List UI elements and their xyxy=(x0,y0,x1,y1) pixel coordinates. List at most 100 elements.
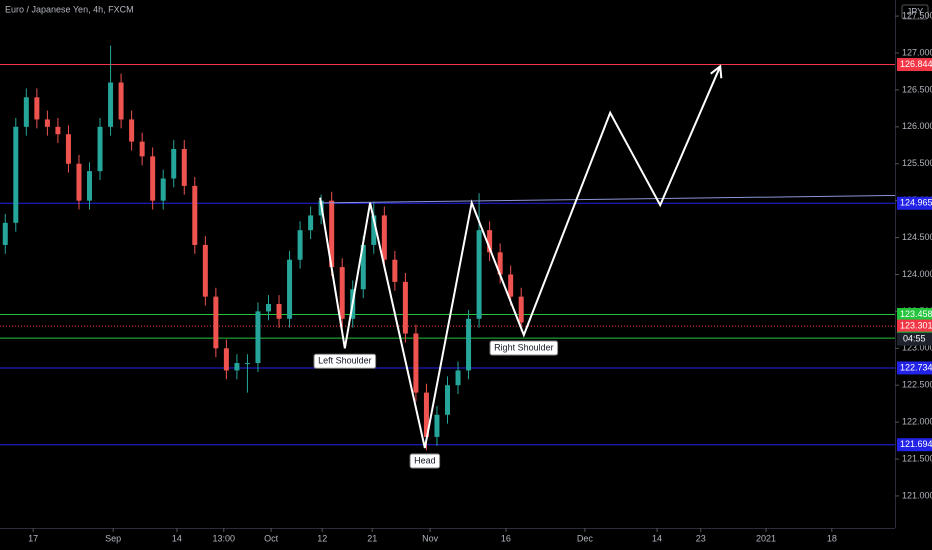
x-tick-label: Dec xyxy=(577,533,594,543)
x-tick-label: 14 xyxy=(172,533,182,543)
price-badge-label: 123.301 xyxy=(900,320,932,330)
y-tick-label: 124.000 xyxy=(902,269,932,279)
candle-body xyxy=(466,318,472,371)
price-badge-label: 122.734 xyxy=(900,362,932,372)
x-tick-label: Sep xyxy=(105,533,121,543)
candle-body xyxy=(202,244,208,297)
chart-title: Euro / Japanese Yen, 4h, FXCM xyxy=(5,4,134,14)
candle-body xyxy=(108,82,114,127)
y-tick-label: 122.500 xyxy=(902,380,932,390)
price-badge-label: 121.694 xyxy=(900,439,932,449)
currency-badge xyxy=(901,4,929,20)
candle-body xyxy=(308,215,314,231)
candle-body xyxy=(44,119,50,127)
x-tick-label: 18 xyxy=(827,533,837,543)
candle-body xyxy=(255,311,261,364)
candle-body xyxy=(234,363,240,371)
candle-body xyxy=(329,200,335,268)
annotation-box xyxy=(313,353,377,369)
price-badge xyxy=(897,319,932,333)
candle-body xyxy=(244,363,250,365)
annotation: Head xyxy=(414,455,436,465)
candle-body xyxy=(160,178,166,201)
price-badge xyxy=(897,196,932,210)
y-tick-label: 125.500 xyxy=(902,158,932,168)
candle-body xyxy=(413,333,419,393)
candle-body xyxy=(339,267,345,319)
price-badge-label: 123.458 xyxy=(900,309,932,319)
candle-body xyxy=(381,215,387,260)
candle-body xyxy=(476,230,482,319)
candle-body xyxy=(55,126,61,135)
x-tick-label: 2021 xyxy=(756,533,776,543)
y-tick-label: 122.000 xyxy=(902,417,932,427)
x-tick-label: Nov xyxy=(422,533,439,543)
neckline xyxy=(320,194,896,204)
candle-body xyxy=(13,126,19,223)
candle-body xyxy=(402,281,408,334)
annotation-box xyxy=(409,453,441,469)
candle-body xyxy=(487,230,493,253)
x-tick-label: 16 xyxy=(501,533,511,543)
y-tick-label: 121.000 xyxy=(902,490,932,500)
candle-body xyxy=(360,244,366,290)
y-tick-label: 124.500 xyxy=(902,232,932,242)
price-badge xyxy=(897,307,932,321)
candle-body xyxy=(434,414,440,437)
countdown: 04:55 xyxy=(903,333,926,343)
candle-body xyxy=(118,82,124,120)
x-tick-label: 13:00 xyxy=(212,533,235,543)
candle-body xyxy=(65,134,71,164)
candle-body xyxy=(518,296,524,323)
price-badge-label: 126.844 xyxy=(900,59,932,69)
price-badge xyxy=(897,438,932,452)
candle-body xyxy=(129,119,135,142)
price-badge-label: 124.965 xyxy=(900,198,932,208)
x-tick-label: 23 xyxy=(696,533,706,543)
candle-body xyxy=(97,126,103,172)
y-tick-label: 126.000 xyxy=(902,121,932,131)
candle-body xyxy=(171,148,177,179)
price-badge xyxy=(897,58,932,72)
y-tick-label: 127.500 xyxy=(902,10,932,20)
x-tick-label: Oct xyxy=(264,533,279,543)
candle-body xyxy=(297,230,303,260)
candle-body xyxy=(266,304,271,312)
candle-body xyxy=(87,171,92,201)
x-tick-label: 14 xyxy=(652,533,662,543)
candle-body xyxy=(497,252,503,275)
y-tick-label: 121.500 xyxy=(902,453,932,463)
candle-body xyxy=(23,97,29,127)
candle-body xyxy=(192,185,198,245)
countdown-badge xyxy=(897,332,932,346)
candle-body xyxy=(276,304,282,319)
y-tick-label: 123.000 xyxy=(902,343,932,353)
candle-body xyxy=(455,370,461,386)
annotation: Left Shoulder xyxy=(318,356,372,366)
candle-body xyxy=(139,141,145,157)
candle-body xyxy=(181,148,187,186)
candle-body xyxy=(223,348,229,371)
candle-body xyxy=(213,296,219,349)
arrow-head xyxy=(710,64,723,79)
pattern-path xyxy=(319,65,722,449)
y-tick-label: 127.000 xyxy=(902,47,932,57)
candle-body xyxy=(76,163,82,201)
candle-body xyxy=(392,259,398,282)
candle-body xyxy=(508,274,514,297)
candle-body xyxy=(34,97,40,120)
candle-body xyxy=(287,259,293,319)
candle-body xyxy=(150,156,156,201)
candle-body xyxy=(423,392,429,437)
price-badge xyxy=(897,361,932,375)
candle-body xyxy=(445,385,450,415)
x-tick-label: 17 xyxy=(28,533,38,543)
currency-label: JPY xyxy=(907,6,924,16)
annotation-box xyxy=(489,340,559,356)
y-tick-label: 126.500 xyxy=(902,84,932,94)
candle-body xyxy=(2,222,8,245)
x-tick-label: 12 xyxy=(317,533,327,543)
annotation: Right Shoulder xyxy=(494,342,554,352)
